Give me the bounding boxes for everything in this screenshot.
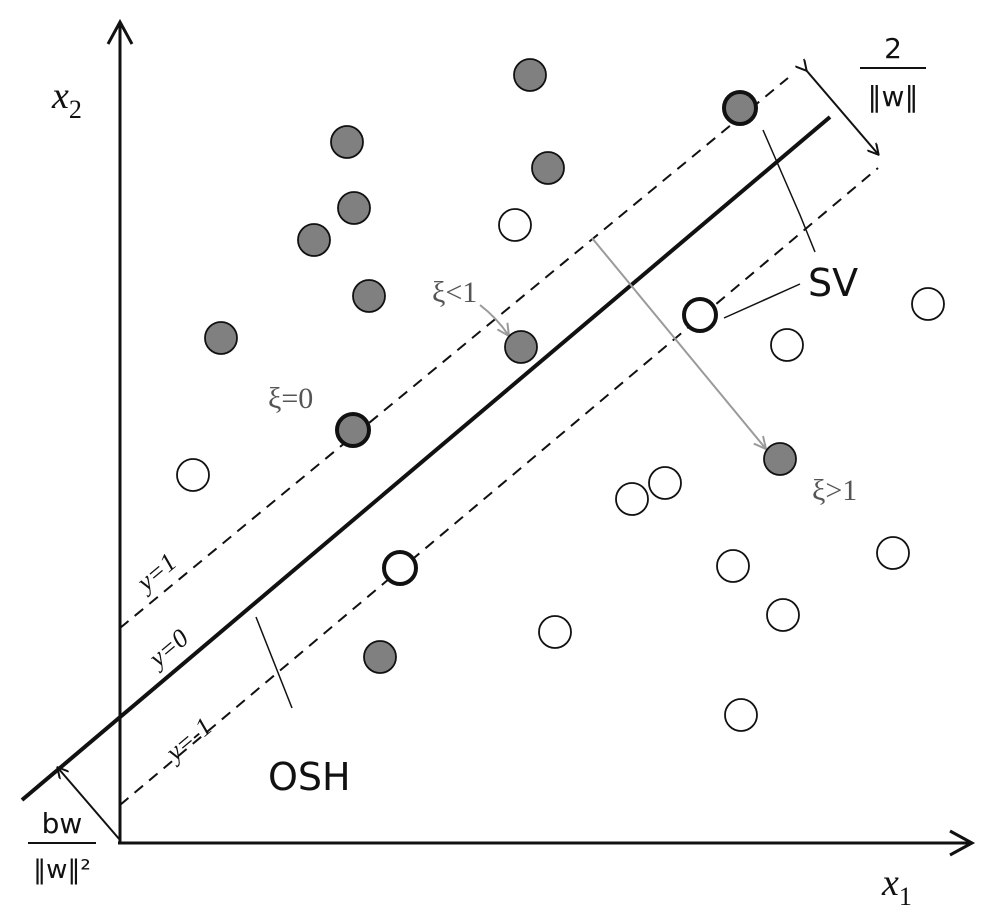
open-point-7 xyxy=(615,482,649,516)
support-vector-open-point-10 xyxy=(382,550,418,586)
hyperplane-label: y=0 xyxy=(141,623,194,674)
open-point-9 xyxy=(716,549,750,583)
filled-point-6 xyxy=(297,223,331,257)
open-point-11 xyxy=(766,598,800,632)
open-point-5 xyxy=(176,458,210,492)
open-point-2 xyxy=(911,287,945,321)
xi-greater-one-label: ξ>1 xyxy=(812,474,857,507)
open-points-class xyxy=(176,208,945,732)
margin-width-fraction: 2 ‖w‖ xyxy=(860,32,926,113)
osh-label: OSH xyxy=(268,755,351,799)
filled-point-9 xyxy=(504,330,538,364)
open-point-12 xyxy=(538,615,572,649)
filled-point-1 xyxy=(513,58,547,92)
support-vector-filled-point-2 xyxy=(722,90,758,126)
support-vector-filled-point-10 xyxy=(335,412,371,448)
xi-greater-one-arrow xyxy=(591,237,766,449)
xi-zero-label: ξ=0 xyxy=(268,382,313,415)
filled-point-8 xyxy=(204,321,238,355)
margin-width-denominator: ‖w‖ xyxy=(868,80,919,113)
offset-numerator: bw xyxy=(42,807,83,840)
filled-point-12 xyxy=(363,640,397,674)
offset-fraction: bw ‖w‖² xyxy=(28,807,96,885)
offset-arrow xyxy=(58,768,121,841)
offset-denominator: ‖w‖² xyxy=(33,855,91,885)
open-point-13 xyxy=(724,698,758,732)
filled-point-7 xyxy=(352,279,386,313)
hyperplane-osh xyxy=(20,115,832,802)
open-point-4 xyxy=(770,328,804,362)
filled-point-3 xyxy=(330,125,364,159)
open-point-1 xyxy=(498,208,532,242)
lower-margin-label: y=-1 xyxy=(158,712,218,769)
osh-leader xyxy=(255,616,293,709)
filled-point-5 xyxy=(337,191,371,225)
open-point-8 xyxy=(876,536,910,570)
x1-axis-arrowhead xyxy=(949,829,976,857)
sv-leader-lower xyxy=(723,283,801,319)
x2-axis-label: x2 xyxy=(51,75,82,124)
filled-points-class xyxy=(204,58,797,674)
filled-point-4 xyxy=(531,151,565,185)
margin-width-numerator: 2 xyxy=(884,32,902,65)
xi-less-one-label: ξ<1 xyxy=(432,276,477,309)
support-vectors-label: SV xyxy=(808,261,858,305)
open-point-6 xyxy=(648,466,682,500)
x2-axis-arrowhead xyxy=(106,18,134,45)
upper-margin-label: y=1 xyxy=(129,547,182,598)
x1-axis-label: x1 xyxy=(881,862,912,911)
xi-less-one-arrow xyxy=(479,304,509,336)
support-vector-open-point-3 xyxy=(682,297,718,333)
sv-leader-upper xyxy=(762,129,816,253)
margin-width-arrow xyxy=(806,70,878,154)
filled-point-11 xyxy=(763,442,797,476)
axes xyxy=(106,18,976,857)
lower-margin-line xyxy=(119,167,879,806)
